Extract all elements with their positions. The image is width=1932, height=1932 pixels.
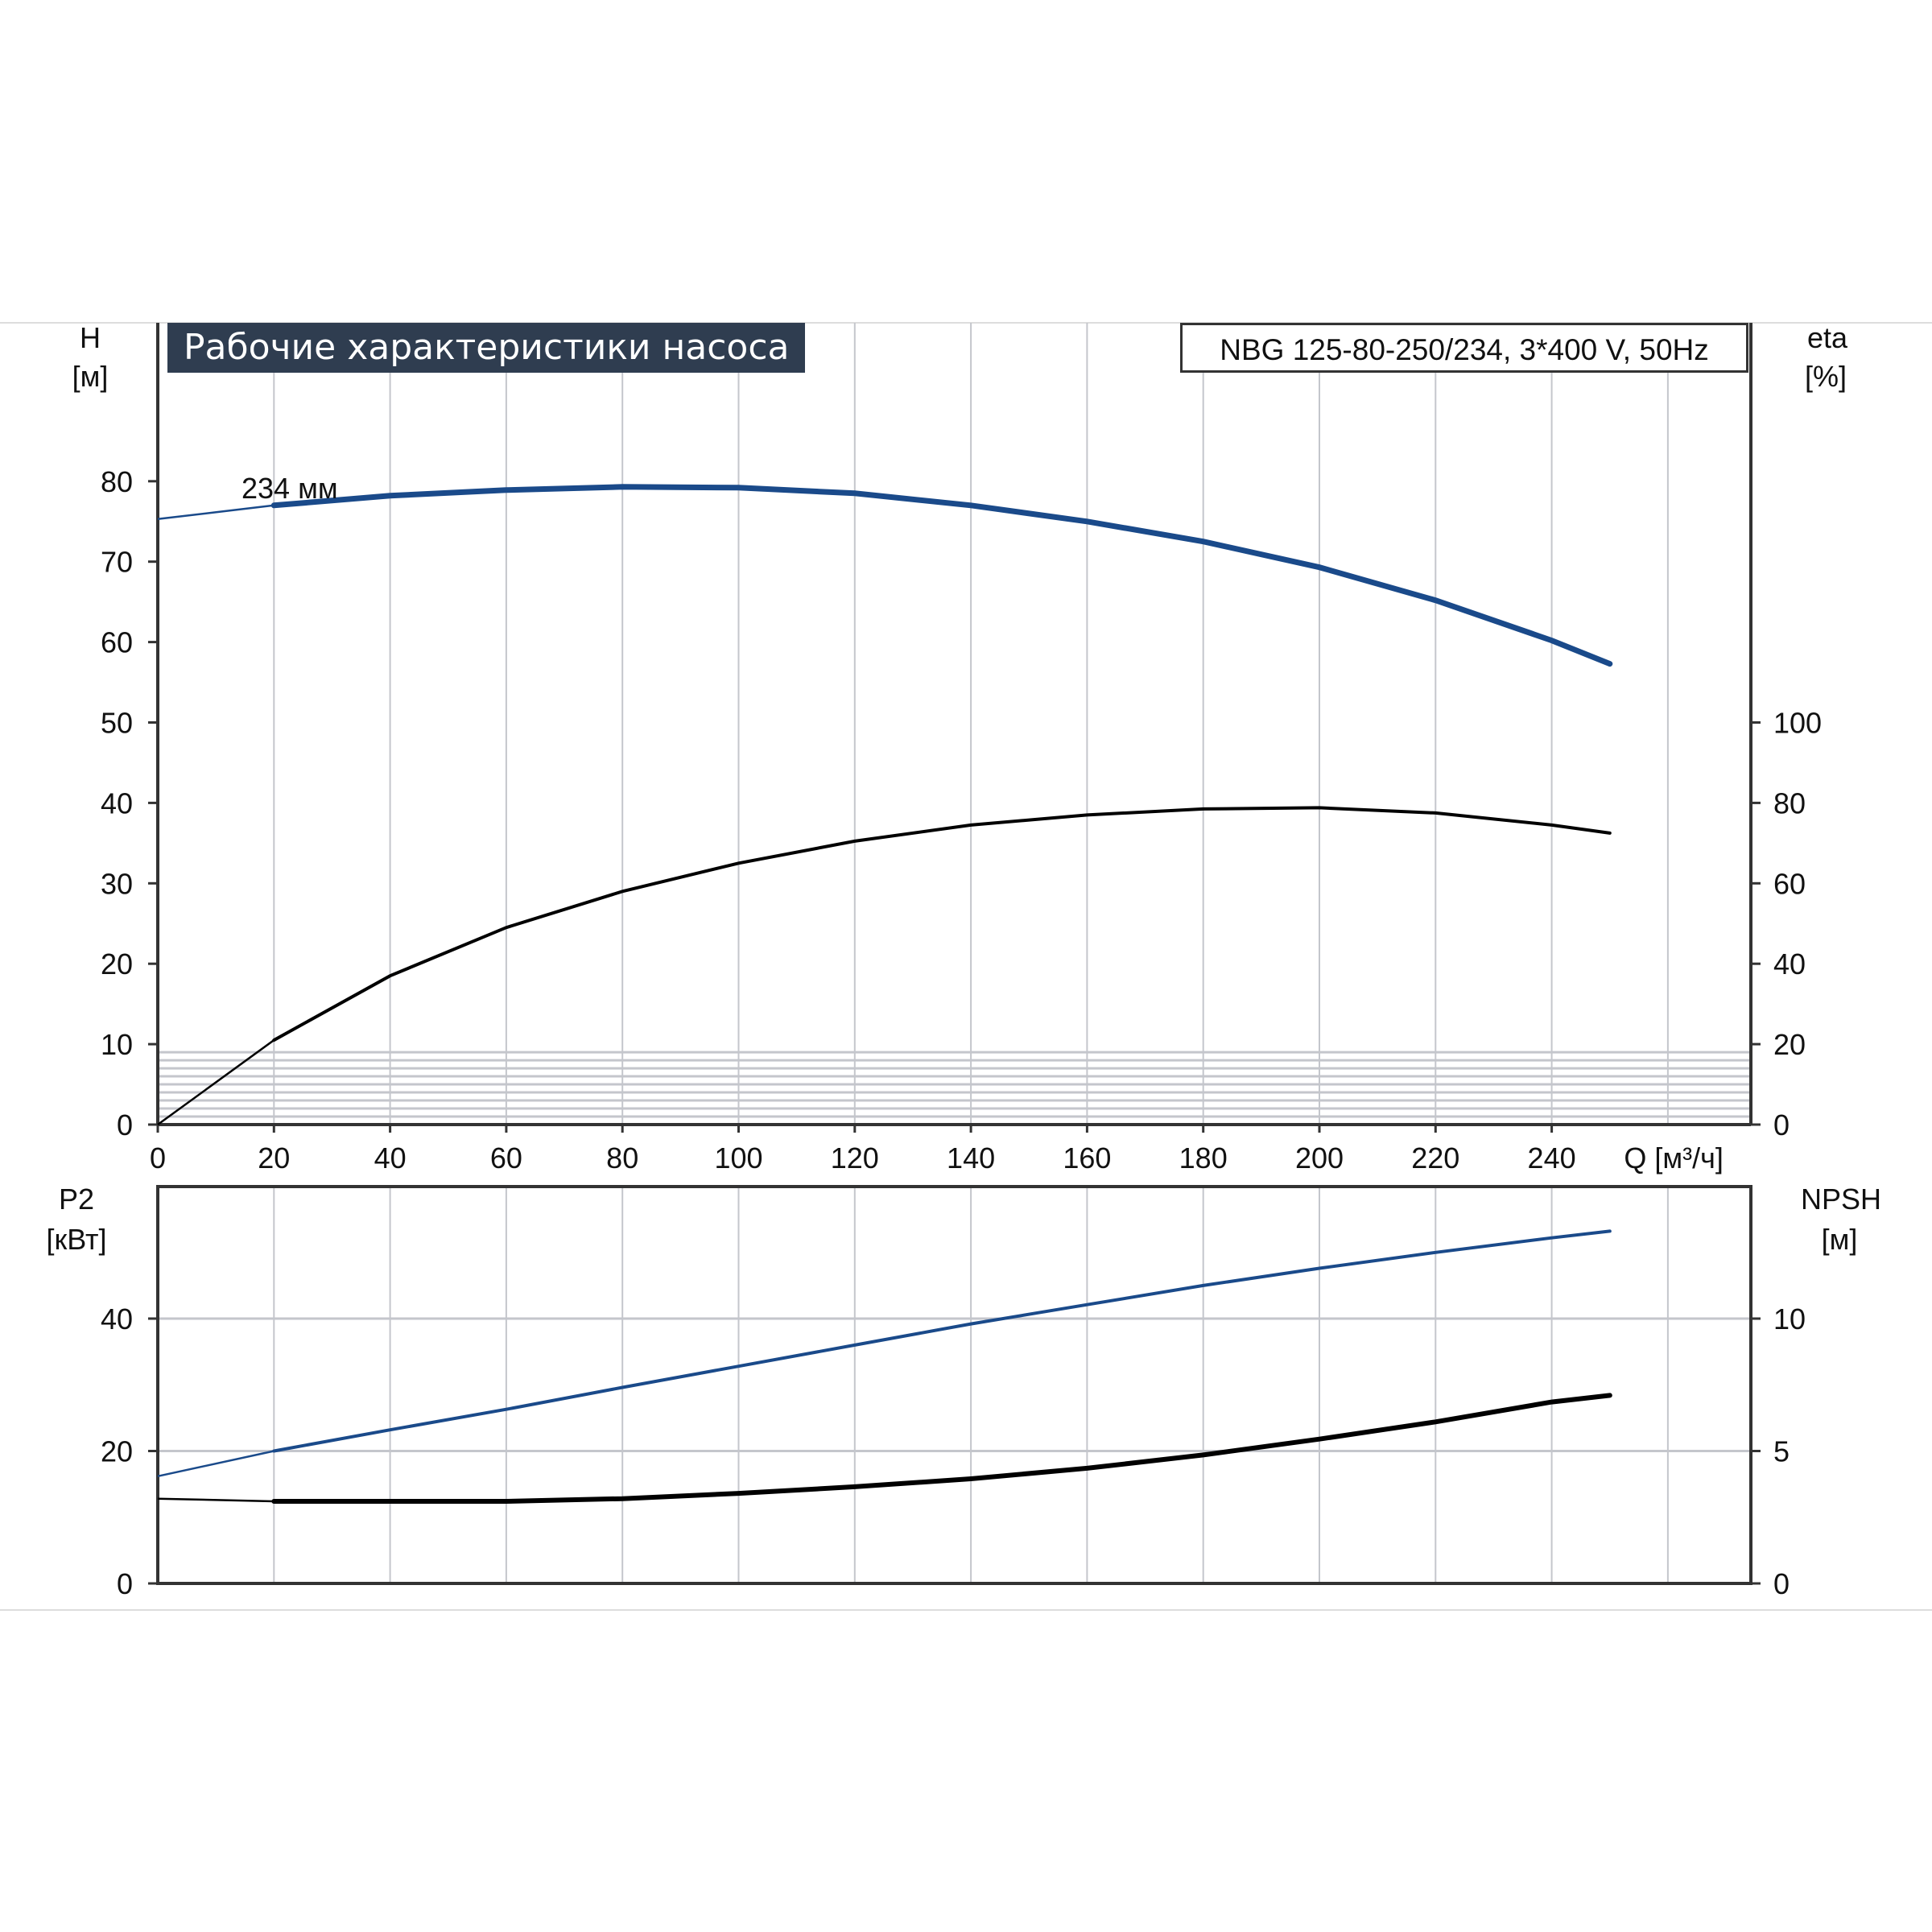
p2-tick-label: 0 (117, 1567, 133, 1600)
y-tick-label: 20 (101, 947, 133, 980)
p2-tick-label: 40 (101, 1302, 133, 1335)
y2-tick-label: 60 (1773, 867, 1806, 900)
eta-axis-name: eta (1807, 321, 1848, 354)
y2-tick-label: 80 (1773, 786, 1806, 819)
x-tick-label: 60 (490, 1141, 522, 1174)
x-tick-label: 100 (714, 1141, 762, 1174)
x-tick-label: 220 (1411, 1141, 1459, 1174)
y2-tick-label: 20 (1773, 1028, 1806, 1061)
x-tick-label: 20 (258, 1141, 290, 1174)
p2-tick-label: 20 (101, 1435, 133, 1468)
power-curve-thin (157, 1230, 1610, 1478)
npsh-axis-name: NPSH (1801, 1183, 1881, 1216)
efficiency-curve (272, 806, 1612, 1042)
x-tick-label: 140 (947, 1141, 995, 1174)
y2-tick-label: 40 (1773, 947, 1806, 980)
y-tick-label: 60 (101, 626, 133, 659)
bottom-panel-frame (156, 1185, 1752, 1585)
npsh-tick-label: 0 (1773, 1567, 1790, 1600)
head-curve (270, 484, 1613, 667)
chart-title: Рабочие характеристики насоса (167, 323, 806, 373)
x-tick-label: 80 (606, 1141, 638, 1174)
x-tick-label: 240 (1528, 1141, 1576, 1174)
x-tick-label: 120 (831, 1141, 879, 1174)
x-tick-label: 180 (1179, 1141, 1228, 1174)
impeller-diameter-label: 234 мм (242, 472, 338, 505)
y-tick-label: 80 (101, 465, 133, 498)
h-axis-name: H (80, 321, 101, 354)
x-tick-label: 0 (150, 1141, 166, 1174)
x-tick-label: 160 (1063, 1141, 1111, 1174)
y-tick-label: 10 (101, 1028, 133, 1061)
y2-tick-label: 0 (1773, 1108, 1790, 1141)
npsh-curve (271, 1393, 1612, 1504)
y2-tick-label: 100 (1773, 707, 1822, 740)
npsh-tick-label: 5 (1773, 1435, 1790, 1468)
h-axis-unit: [м] (72, 360, 109, 393)
pump-model-label: NBG 125-80-250/234, 3*400 V, 50Hz (1180, 323, 1748, 373)
power-curve (272, 1229, 1612, 1453)
y-tick-label: 50 (101, 707, 133, 740)
head-curve-thin (157, 485, 1611, 665)
npsh-axis-unit: [м] (1822, 1223, 1858, 1256)
y-tick-label: 70 (101, 546, 133, 579)
y-tick-label: 0 (117, 1108, 133, 1141)
p2-axis-name: P2 (59, 1183, 94, 1216)
x-tick-label: 40 (374, 1141, 407, 1174)
eta-axis-unit: [%] (1805, 360, 1847, 393)
x-axis-label: Q [м³/ч] (1624, 1141, 1724, 1174)
y-tick-label: 30 (101, 867, 133, 900)
npsh-tick-label: 10 (1773, 1302, 1806, 1335)
x-tick-label: 200 (1295, 1141, 1344, 1174)
p2-axis-unit: [кВт] (46, 1223, 106, 1256)
y-tick-label: 40 (101, 786, 133, 819)
